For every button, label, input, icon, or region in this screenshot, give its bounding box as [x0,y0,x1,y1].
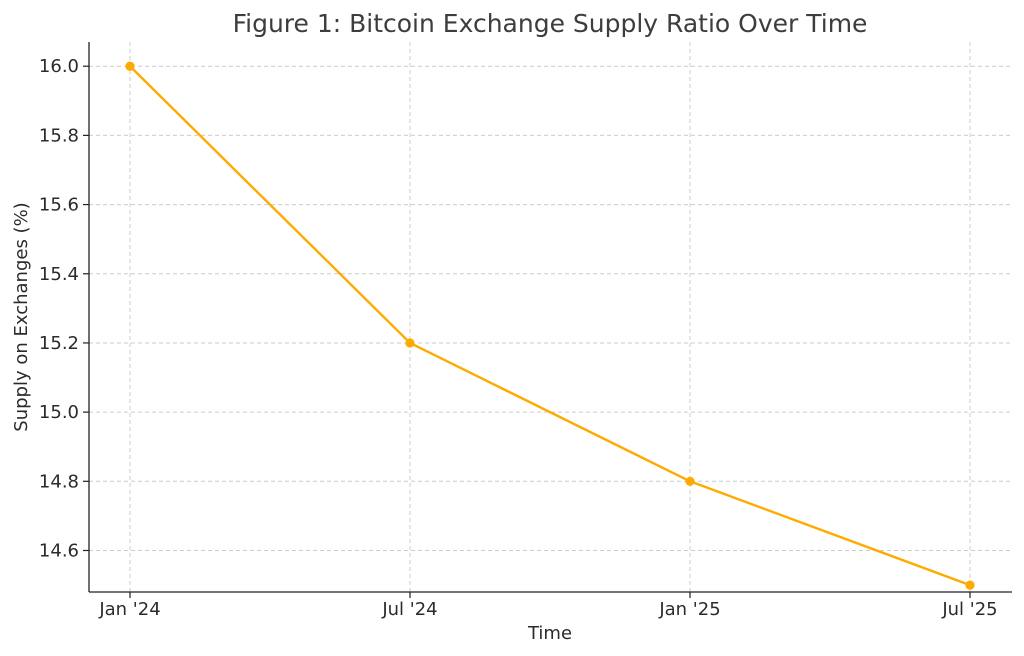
x-tick-label: Jul '25 [941,599,997,620]
series [125,61,975,590]
y-tick-label: 15.4 [39,264,79,285]
ticks: 14.6 14.8 15.0 15.2 15.4 15.6 15.8 16.0 Jan '24 J… [39,56,998,620]
y-tick-label: 15.8 [39,125,79,146]
y-tick-label: 15.0 [39,402,79,423]
grid [89,42,1012,592]
series-line [129,65,971,587]
data-point [125,61,135,71]
y-tick-label: 15.6 [39,195,79,216]
y-tick-label: 16.0 [39,56,79,77]
x-tick-label: Jan '25 [658,599,720,620]
y-axis-label: Supply on Exchanges (%) [11,202,32,431]
x-tick-label: Jul '24 [381,599,437,620]
y-tick-label: 14.8 [39,471,79,492]
y-tick-label: 15.2 [39,333,79,354]
data-point [965,580,975,590]
data-point [685,476,695,486]
data-point [405,338,415,348]
x-tick-label: Jan '24 [98,599,160,620]
y-tick-label: 14.6 [39,540,79,561]
x-axis-label: Time [527,623,572,644]
axes-frame [88,42,1012,593]
chart-title: Figure 1: Bitcoin Exchange Supply Ratio … [233,9,868,38]
